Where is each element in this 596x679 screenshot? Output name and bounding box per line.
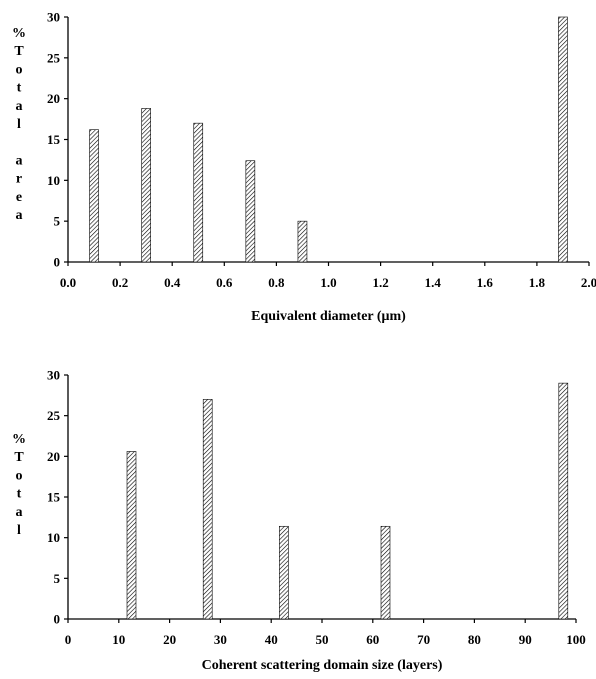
x-axis-label: Coherent scattering domain size (layers) — [202, 658, 443, 673]
x-tick-label: 2.0 — [581, 275, 596, 290]
bar — [297, 220, 308, 263]
x-tick-label: 0.4 — [164, 275, 181, 290]
bar — [193, 122, 204, 263]
chart-coherent-scattering: 0 5 10 15 20 25 30 0 10 20 30 40 50 60 70 80 90 100 Cohere… — [12, 368, 586, 674]
y-axis-label-char: t — [17, 81, 22, 96]
x-tick-label: 1.8 — [529, 275, 546, 290]
bar — [558, 382, 569, 620]
y-axis-label-char: e — [16, 190, 22, 205]
y-axis-label-char: o — [16, 468, 23, 483]
y-tick-label: 30 — [47, 10, 60, 25]
chart-equivalent-diameter: 0 5 10 15 20 25 30 0.0 0.2 0.4 0.6 0.8 1.0 1.2 1.4 1.6 1… — [12, 10, 596, 325]
x-tick-label: 0.6 — [216, 275, 233, 290]
x-tick-label: 30 — [214, 632, 227, 647]
y-axis-label-char: a — [16, 505, 23, 520]
y-tick-label: 0 — [54, 612, 61, 627]
bar — [380, 525, 391, 620]
x-tick-label: 100 — [566, 632, 586, 647]
bar — [126, 451, 137, 620]
bar — [141, 108, 151, 263]
y-tick-label: 10 — [47, 173, 60, 188]
y-tick-label: 5 — [54, 571, 61, 586]
x-tick-label: 0 — [65, 632, 72, 647]
y-axis-label-char: r — [16, 172, 22, 187]
x-tick-label: 80 — [468, 632, 481, 647]
y-tick-label: 0 — [54, 255, 61, 270]
y-axis-label-char: % — [12, 432, 26, 447]
y-tick-label: 20 — [47, 91, 60, 106]
y-axis-label-char: a — [16, 208, 23, 223]
y-axis-label-char: T — [14, 44, 24, 59]
x-tick-label: 40 — [265, 632, 278, 647]
x-tick-label: 60 — [366, 632, 379, 647]
y-tick-label: 15 — [47, 490, 61, 505]
x-tick-label: 1.2 — [372, 275, 388, 290]
bar — [89, 129, 99, 263]
x-tick-label: 1.4 — [425, 275, 442, 290]
x-tick-label: 50 — [316, 632, 329, 647]
y-axis-label-char: a — [16, 153, 23, 168]
bar — [202, 399, 213, 620]
y-tick-label: 15 — [47, 132, 61, 147]
y-axis-label-char: T — [14, 450, 24, 465]
y-tick-label: 5 — [54, 214, 61, 229]
y-axis-label-char: l — [17, 523, 21, 538]
y-axis-label-char: l — [17, 117, 21, 132]
x-tick-label: 0.8 — [268, 275, 285, 290]
y-axis-label-char: o — [16, 62, 23, 77]
x-axis-label: Equivalent diameter (μm) — [251, 309, 406, 324]
y-axis-label-char: t — [17, 487, 22, 502]
y-tick-label: 10 — [47, 530, 60, 545]
bar — [279, 525, 289, 620]
y-axis-label-char: % — [12, 26, 26, 41]
y-tick-label: 30 — [47, 368, 60, 383]
x-tick-label: 0.2 — [112, 275, 128, 290]
bar — [245, 160, 256, 263]
x-tick-label: 1.6 — [477, 275, 494, 290]
y-axis-label-char: a — [16, 99, 23, 114]
y-tick-label: 25 — [47, 408, 61, 423]
x-tick-label: 1.0 — [320, 275, 336, 290]
x-tick-label: 10 — [112, 632, 125, 647]
y-tick-label: 20 — [47, 449, 60, 464]
x-tick-label: 70 — [417, 632, 430, 647]
bar — [558, 16, 568, 263]
x-tick-label: 20 — [163, 632, 176, 647]
y-tick-label: 25 — [47, 50, 61, 65]
x-tick-label: 90 — [519, 632, 532, 647]
x-tick-label: 0.0 — [60, 275, 76, 290]
